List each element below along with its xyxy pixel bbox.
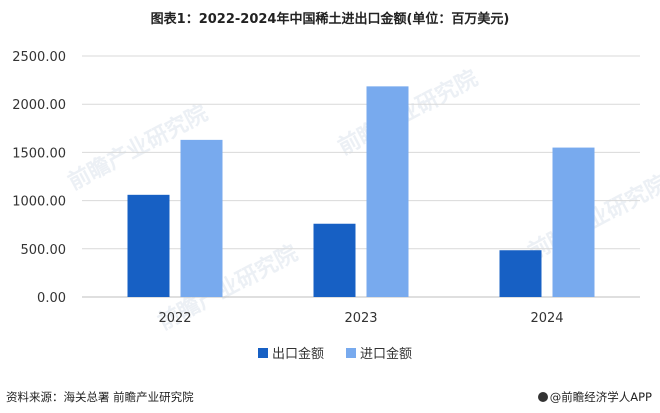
y-tick-label: 1000.00 bbox=[12, 195, 66, 210]
legend: 出口金额 进口金额 bbox=[258, 346, 412, 362]
x-tick-label: 2022 bbox=[158, 311, 191, 326]
y-tick-label: 2500.00 bbox=[12, 50, 66, 65]
bar-export-2022 bbox=[127, 194, 170, 297]
source-note: 资料来源：海关总署 前瞻产业研究院 bbox=[6, 390, 194, 404]
bar-export-2023 bbox=[313, 223, 356, 297]
x-tick-label: 2024 bbox=[530, 311, 563, 326]
bars bbox=[127, 86, 595, 297]
bar-import-2024 bbox=[552, 147, 595, 297]
bar-import-2023 bbox=[366, 86, 409, 297]
brand-label: @前瞻经济学人APP bbox=[549, 390, 652, 404]
y-tick-label: 1500.00 bbox=[12, 146, 66, 161]
chart-title: 图表1：2022-2024年中国稀土进出口金额(单位：百万美元) bbox=[150, 12, 510, 27]
legend-label: 进口金额 bbox=[360, 346, 412, 362]
brand-note: @前瞻经济学人APP bbox=[537, 389, 652, 405]
y-tick-label: 0.00 bbox=[37, 291, 66, 306]
gridlines bbox=[82, 55, 640, 298]
legend-swatch bbox=[346, 348, 356, 358]
x-tick-label: 2023 bbox=[344, 311, 377, 326]
bar-import-2022 bbox=[180, 139, 223, 297]
x-axis: 2022 2023 2024 bbox=[158, 311, 563, 326]
y-tick-label: 500.00 bbox=[21, 243, 67, 258]
brand-logo-icon bbox=[537, 392, 548, 402]
y-tick-label: 2000.00 bbox=[12, 98, 66, 113]
legend-swatch bbox=[258, 348, 268, 358]
legend-label: 出口金额 bbox=[272, 346, 324, 362]
y-axis: 0.00 500.00 1000.00 1500.00 2000.00 2500.00 bbox=[12, 50, 66, 306]
bar-export-2024 bbox=[499, 250, 542, 297]
